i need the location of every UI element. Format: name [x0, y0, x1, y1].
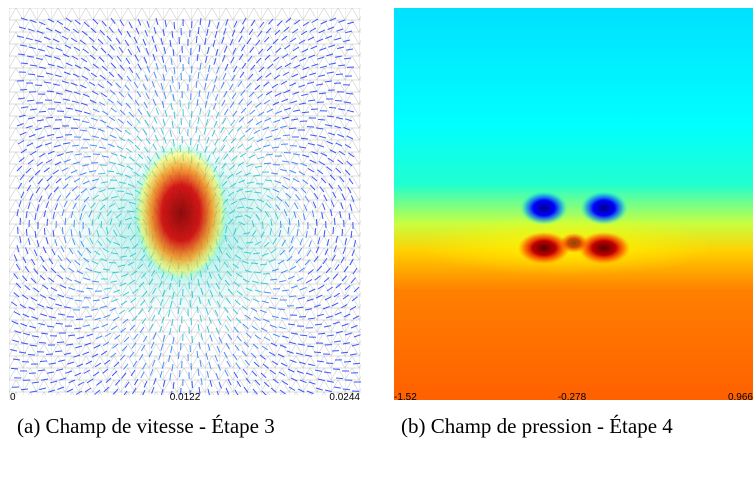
pressure-field-plot: -1.52 -0.278 0.966 [394, 8, 753, 400]
colorbar-max-label: 0.966 [728, 392, 753, 400]
velocity-field-plot: 0 0.0122 0.0244 [9, 8, 361, 400]
colorbar-mid-label: 0.0122 [170, 392, 201, 400]
high-pressure-zone-right [578, 232, 630, 264]
low-pressure-zone-right [580, 191, 628, 225]
velocity-peak-region [133, 143, 229, 283]
high-pressure-zone-left [518, 232, 570, 264]
pressure-caption: (b) Champ de pression - Étape 4 [401, 414, 673, 438]
low-pressure-zone-left [520, 191, 568, 225]
velocity-caption: (a) Champ de vitesse - Étape 3 [17, 414, 275, 438]
pressure-background [394, 8, 753, 400]
pressure-field-panel: -1.52 -0.278 0.966 [394, 8, 753, 400]
colorbar-min-label: -1.52 [394, 392, 417, 400]
colorbar-max-label: 0.0244 [329, 392, 360, 400]
velocity-field-panel: 0 0.0122 0.0244 [9, 8, 361, 400]
colorbar-mid-label: -0.278 [558, 392, 587, 400]
velocity-vectors [10, 17, 361, 398]
colorbar-min-label: 0 [10, 392, 16, 400]
